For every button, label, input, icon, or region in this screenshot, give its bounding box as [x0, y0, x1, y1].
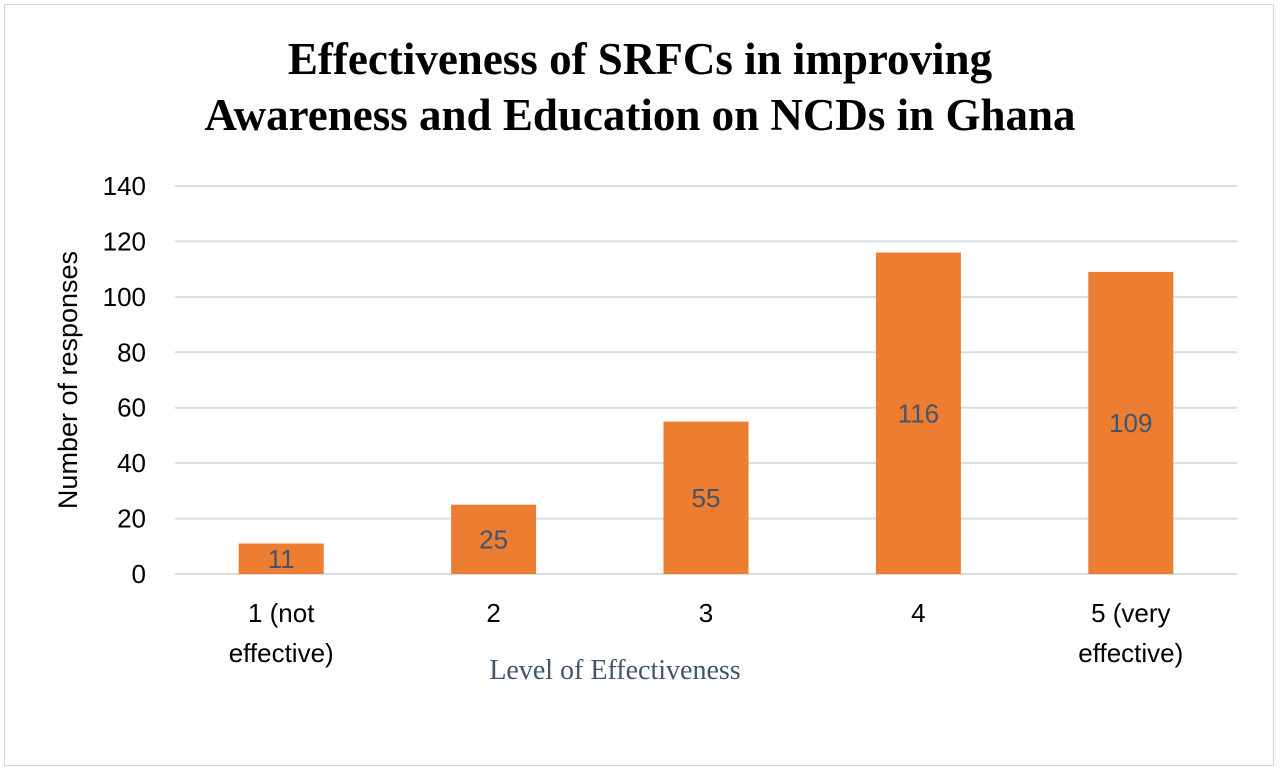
chart-title-line-1: Effectiveness of SRFCs in improving — [287, 34, 993, 84]
data-labels: 11 25 55 116 109 — [268, 398, 1153, 574]
x-category-label: 4 — [911, 598, 925, 628]
x-category-label: 3 — [699, 598, 713, 628]
y-tick-label: 140 — [103, 171, 146, 201]
data-label: 116 — [898, 398, 939, 428]
chart-title-line-2: Awareness and Education on NCDs in Ghana — [204, 90, 1076, 140]
bar — [663, 421, 749, 574]
x-category-labels: 1 (not effective) 2 3 4 5 (very effective) — [229, 598, 1184, 668]
data-label: 11 — [268, 544, 295, 574]
bar — [875, 252, 961, 574]
x-category-label: 5 (very — [1091, 598, 1170, 628]
bar — [1088, 271, 1174, 574]
y-tick-label: 120 — [103, 226, 146, 256]
x-category-label: effective) — [229, 638, 334, 668]
y-tick-label: 80 — [117, 337, 146, 367]
x-category-label: 2 — [486, 598, 500, 628]
y-tick-label: 40 — [117, 448, 146, 478]
data-label: 55 — [692, 483, 721, 513]
bar — [451, 504, 537, 574]
chart-frame — [4, 4, 1274, 766]
data-label: 109 — [1109, 408, 1152, 438]
y-tick-label: 0 — [132, 559, 146, 589]
y-tick-labels: 0 20 40 60 80 100 120 140 — [103, 171, 146, 589]
y-tick-label: 60 — [117, 393, 146, 423]
x-category-label: 1 (not — [248, 598, 315, 628]
y-tick-label: 100 — [103, 282, 146, 312]
x-axis-title: Level of Effectiveness — [489, 655, 740, 686]
x-category-label: effective) — [1078, 638, 1183, 668]
data-label: 25 — [479, 524, 508, 554]
y-axis-title: Number of responses — [53, 251, 83, 509]
y-tick-label: 20 — [117, 504, 146, 534]
bars — [238, 252, 1174, 574]
bar — [238, 543, 324, 574]
